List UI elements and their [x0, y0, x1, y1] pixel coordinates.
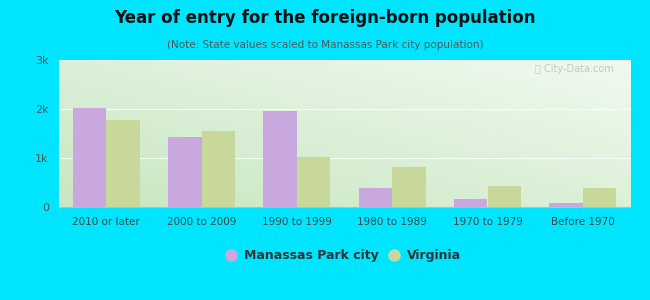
Bar [549, 202, 583, 207]
Bar [583, 188, 616, 207]
Bar [488, 186, 521, 207]
Text: Year of entry for the foreign-born population: Year of entry for the foreign-born popul… [114, 9, 536, 27]
Bar [359, 188, 392, 207]
Bar [202, 130, 235, 207]
Text: ⛲ City-Data.com: ⛲ City-Data.com [534, 64, 614, 74]
Bar [168, 137, 202, 207]
Text: (Note: State values scaled to Manassas Park city population): (Note: State values scaled to Manassas P… [167, 40, 483, 50]
Bar [106, 120, 140, 207]
Bar [297, 157, 330, 207]
Bar [392, 167, 426, 207]
Bar [73, 108, 106, 207]
Bar [454, 199, 488, 207]
Legend: Manassas Park city, Virginia: Manassas Park city, Virginia [221, 243, 468, 268]
Bar [263, 111, 297, 207]
